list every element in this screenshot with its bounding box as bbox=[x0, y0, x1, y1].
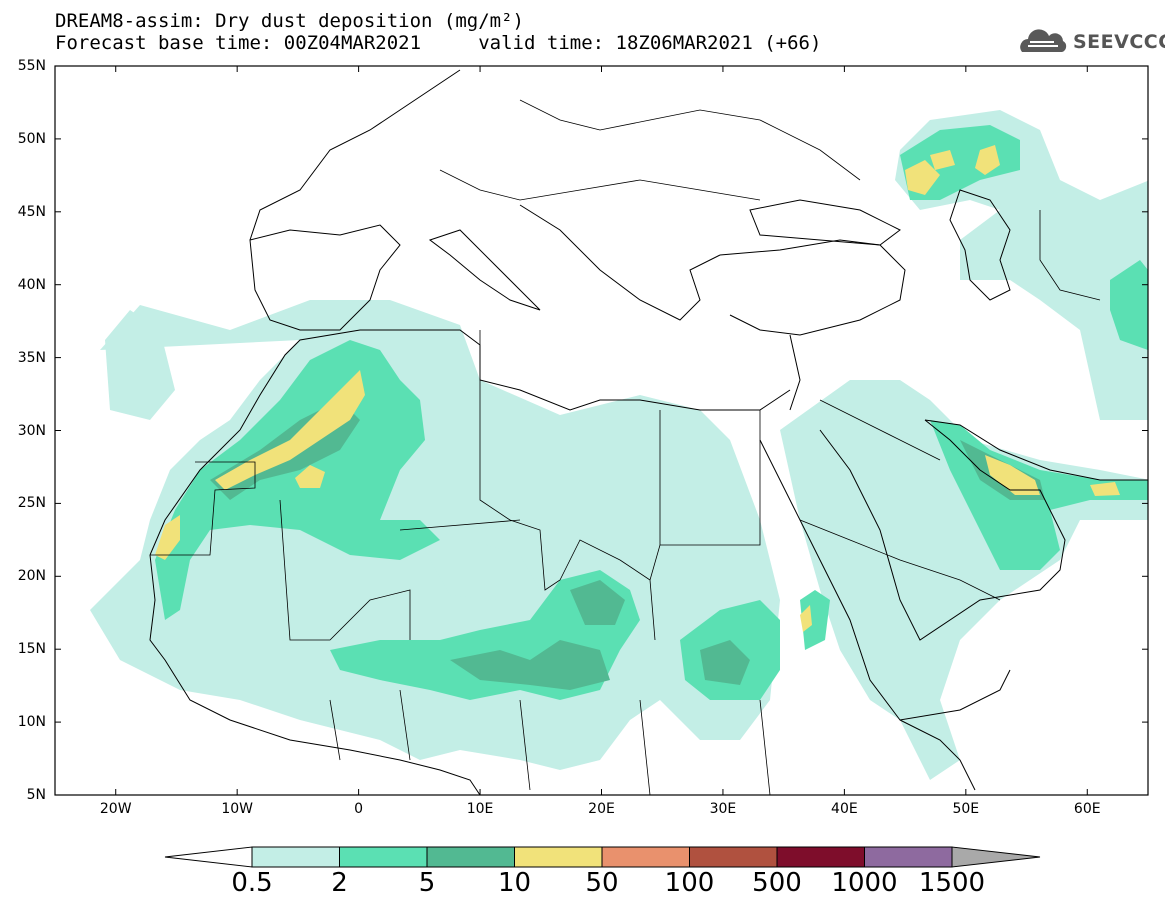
coast-turkey bbox=[719, 239, 906, 336]
coastlines bbox=[149, 69, 1148, 795]
lat-tick-label: 55N bbox=[17, 58, 46, 74]
field-high-gulf bbox=[985, 455, 1040, 495]
colorbar-label: 10 bbox=[497, 868, 532, 898]
field-dark-sahel bbox=[450, 640, 610, 690]
forecast-time-line: Forecast base time: 00Z04MAR2021 valid t… bbox=[55, 32, 822, 54]
lat-tick-label: 45N bbox=[17, 203, 46, 220]
coast-levant bbox=[789, 334, 801, 411]
lat-tick-label: 30N bbox=[17, 422, 46, 439]
lon-tick-label: 20W bbox=[99, 801, 132, 817]
lon-tick-label: 40E bbox=[831, 801, 858, 817]
colorbar-label: 0.5 bbox=[231, 868, 273, 898]
lon-tick-label: 50E bbox=[952, 801, 980, 817]
field-medium-east bbox=[1110, 260, 1148, 350]
field-dark-chad bbox=[570, 580, 625, 625]
coast-italy bbox=[428, 229, 541, 311]
coast-somalia bbox=[899, 719, 976, 791]
field-high-caspian-a bbox=[905, 160, 940, 195]
field-high-sahara-coast bbox=[155, 515, 180, 560]
field-dark-sudan bbox=[700, 640, 750, 685]
cloud-logo-icon bbox=[1020, 29, 1067, 52]
coast-black-sea bbox=[749, 199, 901, 246]
lat-tick-label: 5N bbox=[26, 787, 46, 803]
lon-tick-label: 60E bbox=[1073, 801, 1101, 817]
lon-tick-label: 10W bbox=[221, 801, 253, 817]
coast-arabia-east bbox=[819, 419, 1066, 641]
field-high-atlas bbox=[215, 370, 365, 490]
lat-tick-label: 40N bbox=[17, 276, 46, 293]
lon-tick-label: 20E bbox=[588, 801, 615, 817]
lat-tick-label: 35N bbox=[17, 349, 46, 366]
field-high-redsea bbox=[800, 605, 812, 632]
colorbar-label: 500 bbox=[752, 868, 802, 898]
colorbar-label: 1000 bbox=[831, 868, 898, 898]
deposition-fields bbox=[90, 110, 1148, 780]
lat-tick-label: 20N bbox=[17, 568, 46, 585]
lon-tick-label: 10E bbox=[466, 801, 494, 817]
colorbar-label: 2 bbox=[331, 868, 348, 898]
logo-text: SEEVCCC bbox=[1073, 31, 1165, 53]
field-high-caspian-c bbox=[975, 145, 1000, 175]
coast-west-africa bbox=[149, 554, 481, 795]
coast-balkans bbox=[519, 204, 721, 321]
coast-atlantic-europe bbox=[249, 69, 461, 241]
coast-iberia bbox=[249, 224, 401, 331]
coast-caspian bbox=[949, 189, 1011, 301]
field-high-algeria-spot bbox=[295, 465, 325, 488]
coast-persia bbox=[924, 419, 1148, 481]
coast-north-africa bbox=[149, 329, 791, 556]
colorbar-label: 50 bbox=[585, 868, 619, 898]
borders bbox=[150, 99, 1101, 795]
lat-tick-label: 10N bbox=[17, 714, 46, 731]
field-high-oman bbox=[1090, 482, 1120, 496]
field-light-atlantic bbox=[105, 310, 175, 420]
colorbar-label: 1500 bbox=[918, 868, 986, 898]
colorbar-label: 100 bbox=[664, 868, 715, 898]
axis-ticks bbox=[55, 65, 1148, 796]
field-high-caspian-b bbox=[930, 150, 955, 170]
field-light-sahara-patch bbox=[430, 540, 540, 600]
lon-tick-label: 0 bbox=[354, 801, 364, 817]
field-medium-redsea bbox=[800, 590, 830, 650]
colorbar-label: 5 bbox=[418, 868, 436, 898]
lon-tick-label: 30E bbox=[709, 801, 737, 817]
lat-tick-label: 25N bbox=[17, 495, 46, 512]
dust-deposition-map bbox=[54, 65, 1149, 796]
map-title: DREAM8-assim: Dry dust deposition (mg/m²… bbox=[55, 10, 524, 32]
lat-tick-label: 15N bbox=[17, 641, 46, 658]
lat-tick-label: 50N bbox=[17, 130, 46, 147]
